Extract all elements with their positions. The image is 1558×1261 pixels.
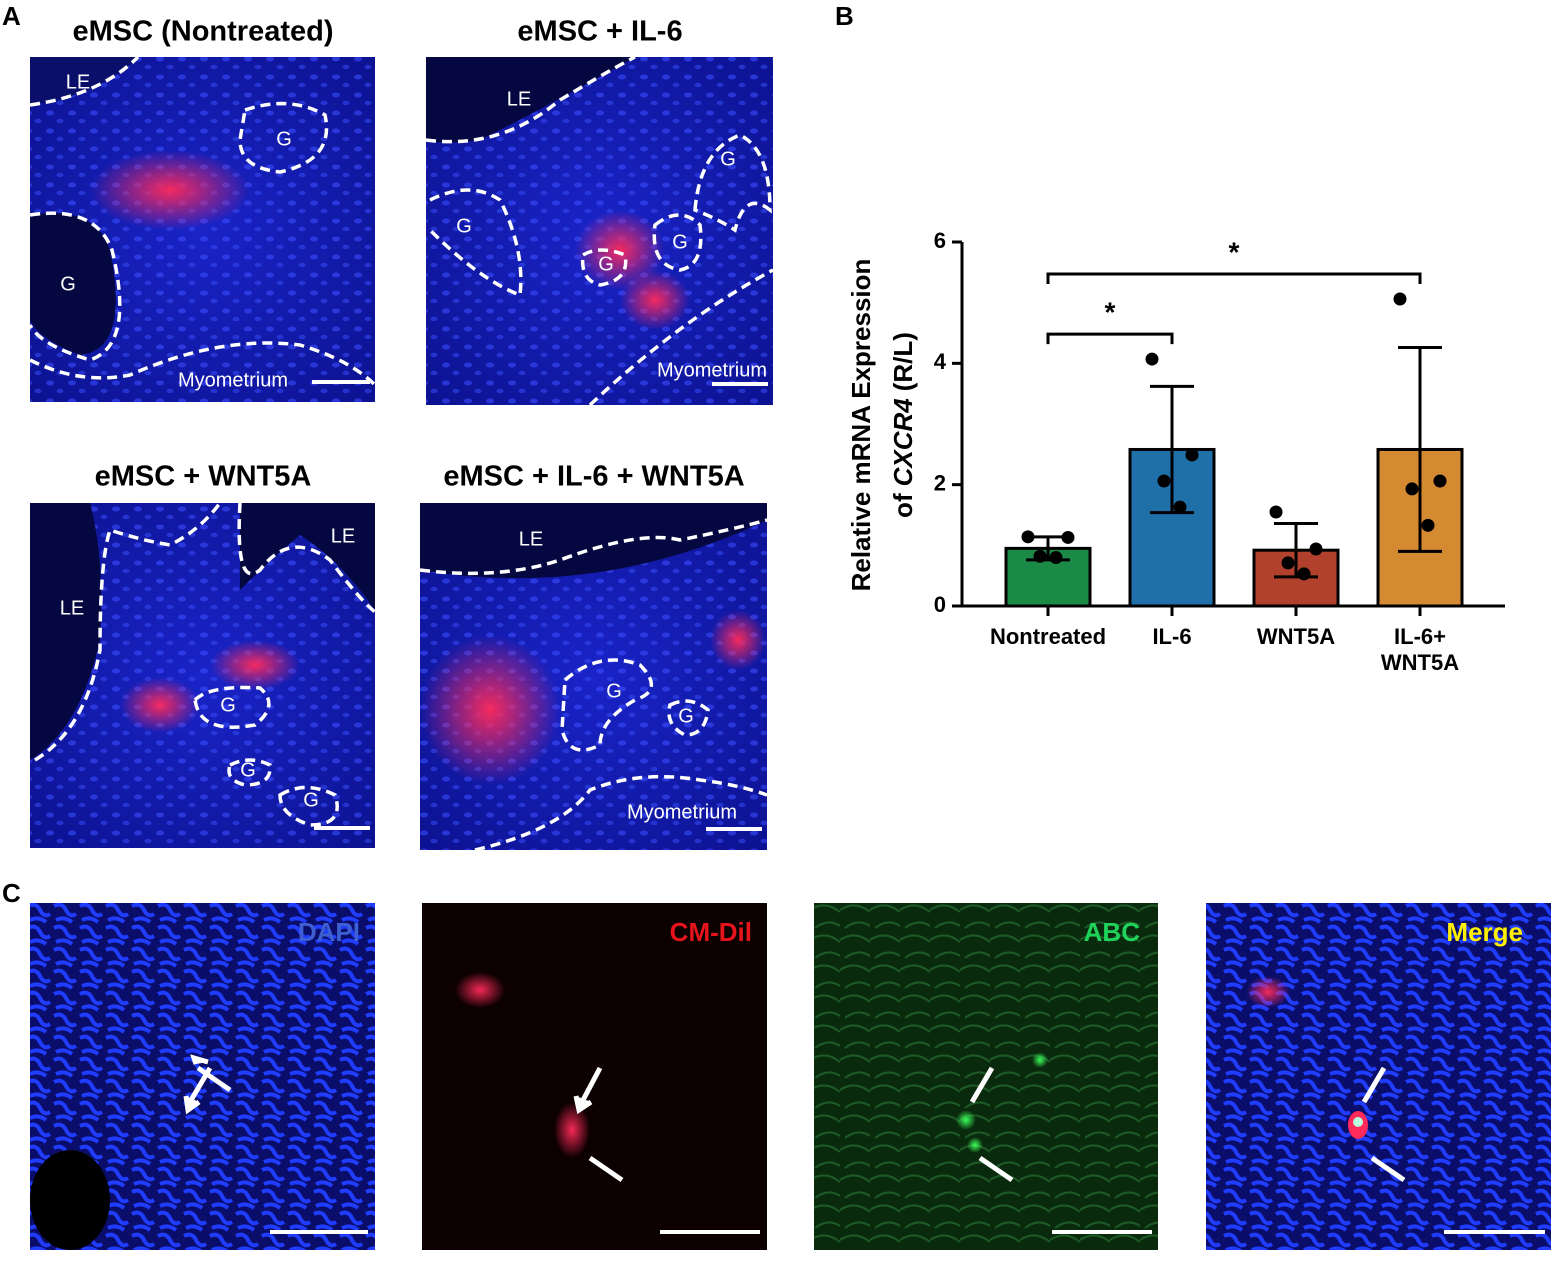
y-axis-label-part: CXCR4 <box>888 398 918 487</box>
data-point <box>1421 518 1435 532</box>
region-label: G <box>220 694 236 716</box>
region-label: G <box>240 759 256 781</box>
micrograph: LE G G Myometrium <box>28 55 377 402</box>
data-point <box>1049 550 1063 564</box>
panel-label: C <box>2 878 21 908</box>
y-tick-label: 6 <box>934 228 946 253</box>
data-point <box>1393 292 1407 306</box>
region-label: Myometrium <box>627 801 737 823</box>
data-point <box>1309 542 1323 556</box>
image-title: eMSC (Nontreated) <box>72 16 333 48</box>
region-label: G <box>672 231 688 253</box>
micrograph: ABC <box>814 903 1158 1250</box>
data-point <box>1433 474 1447 488</box>
x-tick-label: WNT5A <box>1381 650 1459 675</box>
region-label: LE <box>60 597 84 619</box>
channel-label: CM-Dil <box>670 917 752 947</box>
data-point <box>1185 448 1199 462</box>
data-point <box>1173 500 1187 514</box>
micrograph: LE G G G G Myometrium <box>425 55 774 407</box>
x-tick-label: IL-6 <box>1152 624 1191 649</box>
y-axis-label-part: (R/L) <box>888 332 918 391</box>
region-label: G <box>303 789 319 811</box>
y-tick-label: 0 <box>934 592 946 617</box>
channel-label: ABC <box>1084 917 1141 947</box>
region-label: LE <box>66 71 90 93</box>
panel-label: B <box>835 1 854 31</box>
region-label: LE <box>331 525 355 547</box>
micrograph: Merge <box>1206 903 1551 1250</box>
significance-bracket <box>1046 332 1174 345</box>
data-point <box>1405 482 1419 496</box>
image-title: eMSC + IL-6 <box>517 16 682 48</box>
data-point <box>1157 474 1171 488</box>
micrograph: LE G G Myometrium <box>419 503 768 852</box>
region-label: G <box>678 705 694 727</box>
channel-label: DAPI <box>298 917 360 947</box>
micrograph: DAPI <box>30 903 375 1250</box>
data-point <box>1281 556 1295 570</box>
y-axis-label-part: of <box>888 493 918 518</box>
y-axis-label: Relative mRNA Expression <box>846 259 876 592</box>
panel-label: A <box>2 1 21 31</box>
region-label: Myometrium <box>178 369 288 391</box>
region-label: Myometrium <box>657 359 767 381</box>
region-label: G <box>606 680 622 702</box>
micrograph: CM-Dil <box>422 903 767 1250</box>
significance-label: * <box>1105 296 1116 327</box>
data-point <box>1145 352 1159 366</box>
data-point <box>1297 567 1311 581</box>
region-label: G <box>720 148 736 170</box>
significance-bracket <box>1046 272 1422 285</box>
data-point <box>1061 530 1075 544</box>
significance-label: * <box>1229 236 1240 267</box>
region-label: LE <box>507 88 531 110</box>
x-tick-label: Nontreated <box>990 624 1106 649</box>
y-tick-label: 2 <box>934 470 946 495</box>
region-label: LE <box>519 528 543 550</box>
data-point <box>1269 505 1283 519</box>
data-point <box>1033 549 1047 563</box>
x-tick-label: IL-6+ <box>1394 624 1446 649</box>
region-label: G <box>598 253 614 275</box>
image-title: eMSC + WNT5A <box>95 461 312 493</box>
region-label: G <box>60 273 76 295</box>
image-title: eMSC + IL-6 + WNT5A <box>443 461 744 493</box>
region-label: G <box>276 128 292 150</box>
x-tick-label: WNT5A <box>1257 624 1335 649</box>
y-axis-label: of CXCR4 (R/L) <box>888 332 918 518</box>
region-label: G <box>456 215 472 237</box>
data-point <box>1021 530 1035 544</box>
y-tick-label: 4 <box>934 349 947 374</box>
micrograph: LE LE G G G <box>30 501 377 848</box>
channel-label: Merge <box>1446 917 1523 947</box>
